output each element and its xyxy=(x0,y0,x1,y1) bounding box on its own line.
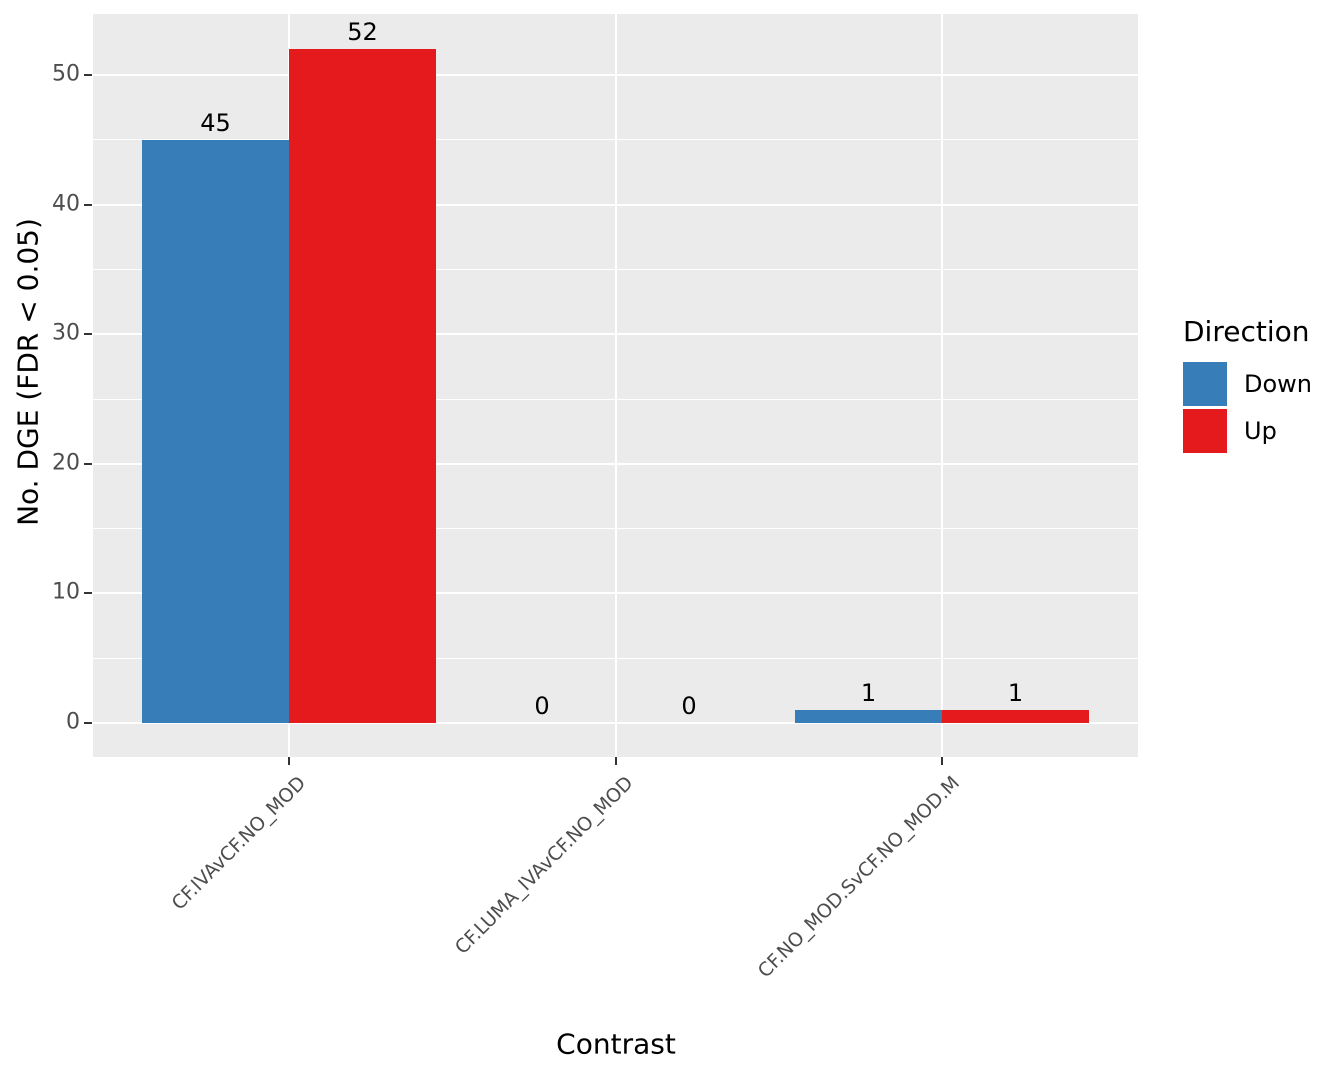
bar-down xyxy=(142,139,289,723)
plot-panel: 45 52 0 0 1 1 xyxy=(93,14,1138,757)
legend-swatch-down xyxy=(1183,362,1227,406)
x-axis-title: Contrast xyxy=(556,1027,676,1061)
bar-value-label: 45 xyxy=(200,108,231,137)
legend-item-down: Down xyxy=(1183,362,1312,406)
legend-items: Down Up xyxy=(1183,362,1312,453)
legend: Direction Down Up xyxy=(1183,315,1312,456)
legend-title: Direction xyxy=(1183,315,1310,348)
y-tick-label: 10 xyxy=(52,579,80,605)
x-tick-label: CF.NO_MOD.SvCF.NO_MOD.M xyxy=(753,772,964,983)
bar-value-label: 0 xyxy=(534,692,550,720)
bar-up xyxy=(942,710,1089,723)
x-tick-label: CF.IVAvCF.NO_MOD xyxy=(168,772,311,915)
bar-up xyxy=(289,49,436,723)
legend-label: Down xyxy=(1244,370,1313,398)
x-tick-mark xyxy=(941,757,943,765)
y-tick-label: 40 xyxy=(52,190,80,216)
x-tick-label: CF.LUMA_IVAvCF.NO_MOD xyxy=(450,772,638,959)
legend-label: Up xyxy=(1244,417,1277,445)
y-tick-mark xyxy=(84,592,92,595)
x-tick-mark xyxy=(614,757,617,765)
y-tick-mark xyxy=(84,722,92,724)
bar-value-label: 52 xyxy=(347,18,378,47)
bar-value-label: 1 xyxy=(860,679,877,708)
y-tick-mark xyxy=(84,462,92,465)
y-axis-title: No. DGE (FDR < 0.05) xyxy=(11,218,45,526)
bar-value-label: 1 xyxy=(1007,679,1024,708)
y-tick-label: 50 xyxy=(52,61,80,87)
legend-swatch-up xyxy=(1183,409,1227,453)
major-gridline-x xyxy=(614,14,617,757)
y-tick-mark xyxy=(84,333,92,336)
y-tick-label: 20 xyxy=(52,450,80,476)
y-tick-label: 30 xyxy=(52,320,80,346)
bar-value-label: 0 xyxy=(681,692,697,720)
legend-item-up: Up xyxy=(1183,409,1312,453)
y-tick-mark xyxy=(84,203,92,206)
y-tick-label: 0 xyxy=(66,709,80,735)
y-tick-mark xyxy=(84,74,92,76)
major-gridline-x xyxy=(941,14,943,757)
bar-down xyxy=(795,710,942,723)
x-tick-mark xyxy=(288,757,290,765)
